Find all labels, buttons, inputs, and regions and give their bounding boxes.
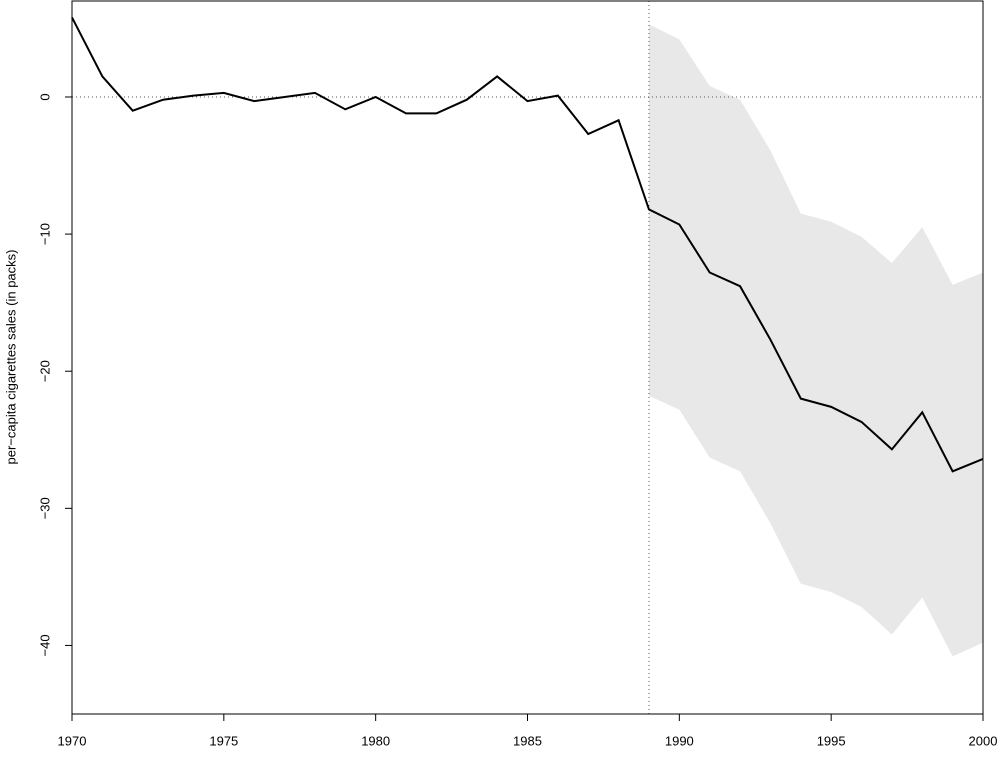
x-tick-label: 1970 [58, 733, 87, 748]
x-tick-label: 1985 [513, 733, 542, 748]
x-tick-label: 1995 [817, 733, 846, 748]
x-tick-label: 1990 [665, 733, 694, 748]
x-tick-label: 2000 [969, 733, 998, 748]
y-tick-label: −10 [37, 223, 52, 245]
y-tick-label: 0 [37, 93, 52, 100]
x-tick-label: 1980 [361, 733, 390, 748]
y-tick-label: −40 [37, 634, 52, 656]
y-tick-label: −30 [37, 497, 52, 519]
y-tick-label: −20 [37, 360, 52, 382]
confidence-band [648, 24, 983, 657]
data-line [71, 16, 984, 473]
y-axis-label: per−capita cigarettes sales (in packs) [3, 250, 18, 465]
x-tick-label: 1975 [209, 733, 238, 748]
